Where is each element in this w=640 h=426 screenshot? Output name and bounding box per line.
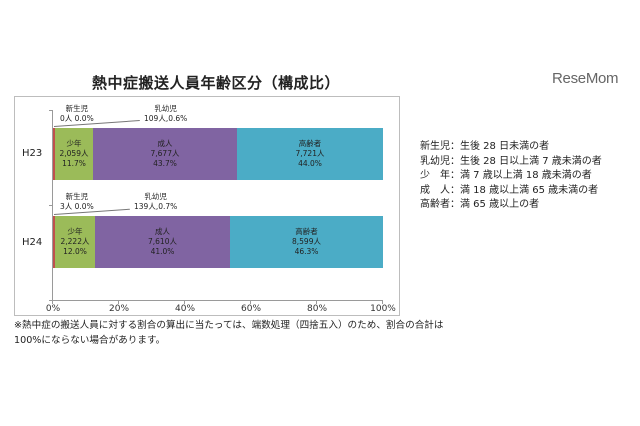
x-axis <box>52 300 383 301</box>
newborn-value: 0人 0.0% <box>60 114 94 123</box>
segment-youth: 少年 2,222人 12.0% <box>55 216 95 268</box>
definition-youth: 少 年：満 7 歳以上満 18 歳未満の者 <box>420 170 592 181</box>
segment-infant <box>53 128 55 180</box>
newborn-name: 新生児 <box>65 104 89 113</box>
y-tick <box>49 205 53 206</box>
youth-pct: 12.0% <box>63 247 87 256</box>
resemom-logo: ReseMom <box>552 70 619 87</box>
y-tick <box>49 300 53 301</box>
newborn-label-h23: 新生児 0人 0.0% <box>60 104 94 124</box>
definition-adult: 成 人：満 18 歳以上満 65 歳未満の者 <box>420 184 599 196</box>
infant-label-h24: 乳幼児 139人,0.7% <box>134 192 177 212</box>
elderly-name: 高齢者 <box>295 227 318 236</box>
youth-name: 少年 <box>67 227 83 236</box>
newborn-name: 新生児 <box>65 192 89 201</box>
youth-count: 2,222人 <box>60 237 90 246</box>
youth-name: 少年 <box>66 139 82 148</box>
infant-label-h23: 乳幼児 109人,0.6% <box>144 104 187 124</box>
x-tick <box>382 300 383 304</box>
footnote: ※熱中症の搬送人員に対する割合の算出に当たっては、端数処理（四捨五入）のため、割… <box>14 320 444 346</box>
adult-count: 7,610人 <box>148 237 177 246</box>
definition-infant: 乳幼児：生後 28 日以上満 7 歳未満の者 <box>420 155 602 167</box>
segment-elderly: 高齢者 7,721人 44.0% <box>237 128 383 180</box>
youth-count: 2,059人 <box>59 149 89 158</box>
infant-name: 乳幼児 <box>144 192 167 201</box>
x-tick-label: 40% <box>174 304 196 314</box>
x-tick <box>250 300 251 304</box>
x-tick-label: 60% <box>240 304 262 314</box>
bar-h24: 少年 2,222人 12.0% 成人 7,610人 41.0% 高齢者 8,59… <box>53 216 383 268</box>
x-tick <box>118 300 119 304</box>
x-tick <box>184 300 185 304</box>
adult-count: 7,677人 <box>150 149 180 158</box>
youth-pct: 11.7% <box>62 159 86 168</box>
elderly-pct: 44.0% <box>298 159 322 168</box>
category-label-h23: H23 <box>22 148 43 159</box>
infant-name: 乳幼児 <box>154 104 177 113</box>
definition-newborn: 新生児：生後 28 日未満の者 <box>420 141 550 152</box>
x-tick <box>316 300 317 304</box>
age-definitions: 新生児：生後 28 日未満の者 乳幼児：生後 28 日以上満 7 歳未満の者 少… <box>420 140 602 213</box>
infant-value: 109人,0.6% <box>144 114 188 123</box>
category-label-h24: H24 <box>22 237 43 248</box>
adult-pct: 41.0% <box>150 247 175 256</box>
adult-name: 成人 <box>155 227 170 236</box>
elderly-pct: 46.3% <box>294 247 319 256</box>
infant-value: 139人,0.7% <box>134 202 178 211</box>
x-tick-label: 20% <box>108 304 130 314</box>
x-tick-label: 80% <box>306 304 328 314</box>
x-tick-label: 0% <box>45 304 61 314</box>
y-tick <box>49 110 53 111</box>
segment-elderly: 高齢者 8,599人 46.3% <box>230 216 383 268</box>
newborn-label-h24: 新生児 3人 0.0% <box>60 192 94 212</box>
chart-title: 熱中症搬送人員年齢区分（構成比） <box>92 74 341 92</box>
definition-elderly: 高齢者：満 65 歳以上の者 <box>420 199 540 210</box>
segment-adult: 成人 7,677人 43.7% <box>93 128 237 180</box>
elderly-count: 7,721人 <box>295 149 325 158</box>
x-tick-label: 100% <box>370 304 396 314</box>
x-tick <box>52 300 53 304</box>
elderly-name: 高齢者 <box>298 139 322 148</box>
adult-name: 成人 <box>157 139 173 148</box>
bar-h23: 少年 2,059人 11.7% 成人 7,677人 43.7% 高齢者 7,72… <box>53 128 383 180</box>
elderly-count: 8,599人 <box>292 237 321 246</box>
segment-adult: 成人 7,610人 41.0% <box>95 216 230 268</box>
newborn-value: 3人 0.0% <box>60 202 94 211</box>
segment-infant <box>53 216 55 268</box>
segment-youth: 少年 2,059人 11.7% <box>55 128 93 180</box>
adult-pct: 43.7% <box>153 159 177 168</box>
